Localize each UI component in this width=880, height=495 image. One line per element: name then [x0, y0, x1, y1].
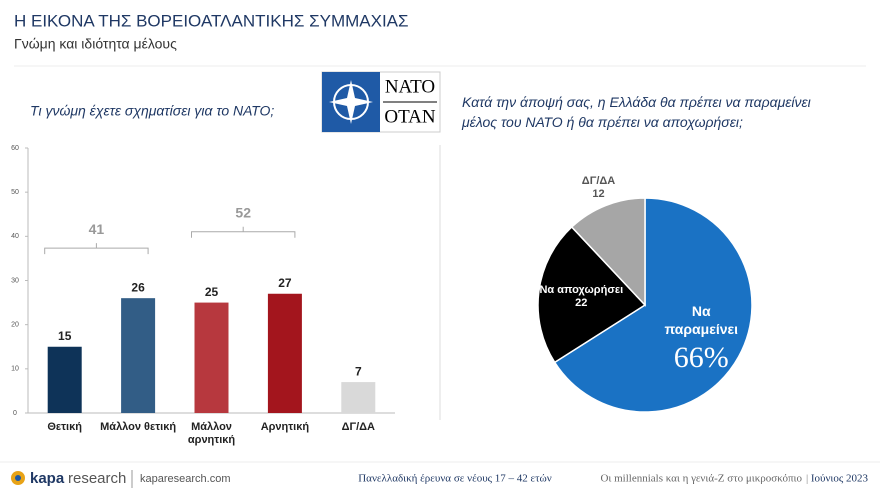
- footer-survey: Πανελλαδική έρευνα σε νέους 17 – 42 ετών: [358, 473, 552, 485]
- x-tick-label: ΔΓ/ΔΑ: [341, 421, 376, 433]
- slice-label: ΔΓ/ΔΑ: [581, 174, 616, 187]
- logo-text: NATO: [385, 76, 435, 97]
- x-tick-label: Μάλλον θετική: [100, 421, 177, 433]
- value-label: 15: [58, 329, 72, 343]
- brand-logo: kapa research kaparesearch.com: [11, 470, 231, 488]
- value-label: 26: [131, 280, 145, 294]
- brand: research: [68, 470, 126, 487]
- brand: kapa: [30, 470, 65, 487]
- value-label: 7: [355, 364, 362, 378]
- pie-slice: [570, 197, 646, 307]
- slice-label: Να αποχωρήσει: [539, 283, 624, 296]
- page-subtitle: Γνώμη και ιδιότητα μέλους: [14, 36, 177, 52]
- y-tick-label: 30: [11, 277, 19, 284]
- slice-value: 22: [575, 296, 588, 309]
- bracket-label: 41: [89, 221, 105, 237]
- x-tick-label: Αρνητική: [260, 421, 310, 433]
- bar: [194, 302, 229, 413]
- bracket-label: 52: [235, 204, 251, 220]
- y-tick-label: 10: [11, 366, 19, 373]
- nato-logo: NATO OTAN: [321, 71, 441, 133]
- slice-value: 12: [592, 187, 605, 200]
- chart-title: Τι γνώμη έχετε σχηματίσει για το ΝΑΤΟ;: [30, 103, 274, 119]
- slice-label: Να παραμείνει: [664, 302, 739, 337]
- x-tick-label: Θετική: [47, 421, 82, 433]
- separator: |: [806, 473, 808, 485]
- value-label: 27: [278, 276, 292, 290]
- logo-text: OTAN: [384, 106, 436, 127]
- x-tick-label: Μάλλον αρνητική: [187, 421, 236, 446]
- site: kaparesearch.com: [140, 473, 231, 485]
- bar: [47, 346, 82, 413]
- slice-value: 66%: [673, 340, 729, 374]
- y-tick-label: 50: [11, 189, 19, 196]
- footer-date: Ιούνιος 2023: [811, 473, 869, 485]
- bar: [341, 382, 376, 413]
- bracket: [44, 243, 149, 255]
- page-title: Η ΕΙΚΟΝΑ ΤΗΣ ΒΟΡΕΙΟΑΤΛΑΝΤΙΚΗΣ ΣΥΜΜΑΧΙΑΣ: [14, 11, 409, 30]
- y-tick-label: 0: [13, 410, 17, 417]
- y-tick-label: 20: [11, 322, 19, 329]
- y-tick-label: 60: [11, 145, 19, 152]
- pie-slice: [537, 225, 647, 364]
- y-tick-label: 40: [11, 233, 19, 240]
- chart-title: Κατά την άποψή σας, η Ελλάδα θα πρέπει ν…: [462, 94, 811, 130]
- value-label: 25: [205, 285, 219, 299]
- bar: [121, 298, 156, 413]
- bracket: [191, 226, 296, 238]
- footer-series: Οι millennials και η γενιά-Z στο μικροσκ…: [600, 473, 802, 485]
- pie-slice: [553, 197, 753, 413]
- bar: [267, 293, 302, 413]
